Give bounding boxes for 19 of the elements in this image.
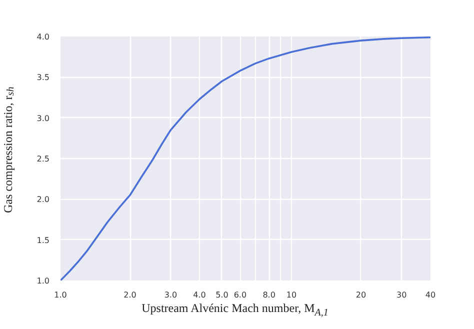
x-tick-label: 6.0 [234,290,247,300]
x-tick-label: 40 [425,290,436,300]
x-tick-label: 30 [396,290,407,300]
y-tick-label: 2.5 [36,154,50,164]
x-tick-label: 5.0 [216,290,228,300]
x-tick-label: 20 [356,290,366,300]
x-tick-label: 10 [286,290,297,300]
y-tick-label: 1.0 [36,276,50,286]
y-tick-label: 4.0 [36,32,50,42]
x-tick-label: 2.0 [124,290,136,300]
y-tick-label: 3.0 [36,114,50,123]
x-tick-label: 3.0 [164,290,178,300]
x-tick-label: 8.0 [262,290,276,300]
x-axis-title: Upstream Alvénic Mach number, M$_{A,1}$ [142,300,328,320]
x-tick-label: 4.0 [193,290,206,300]
x-tick-label: 1.0 [54,290,67,300]
y-tick-label: 2.0 [36,195,50,204]
y-tick-label: 3.5 [36,73,50,82]
y-tick-label: 1.5 [36,236,50,245]
